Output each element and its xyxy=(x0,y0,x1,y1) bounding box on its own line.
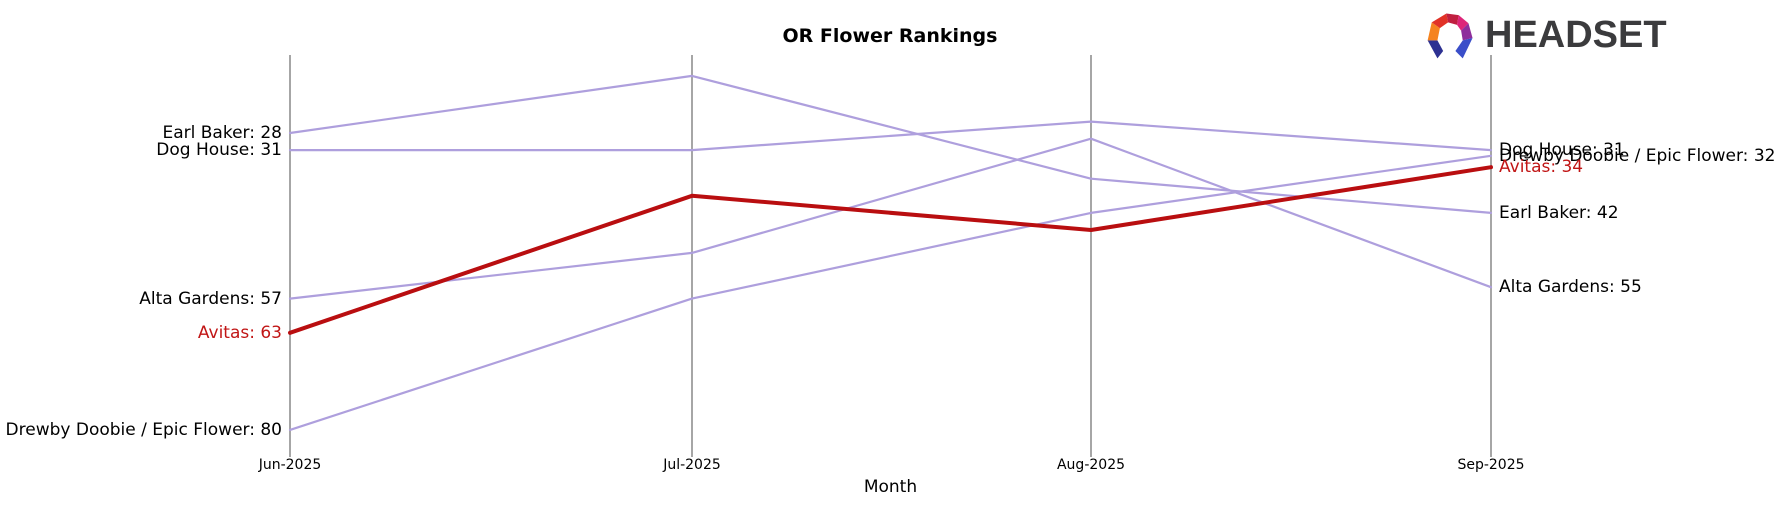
tick-label-Jun-2025: Jun-2025 xyxy=(258,457,322,473)
series-line-dog-house xyxy=(288,120,1493,152)
left-label-drewby-doobie-epic-flower: Drewby Doobie / Epic Flower: 80 xyxy=(5,420,282,440)
tick-label-Jul-2025: Jul-2025 xyxy=(663,457,721,473)
logo-facet-crimson xyxy=(1446,13,1459,25)
right-label-alta-gardens: Alta Gardens: 55 xyxy=(1499,277,1642,297)
chart-title: OR Flower Rankings xyxy=(782,25,998,47)
x-axis-title: Month xyxy=(863,477,918,497)
headset-logo-text: HEADSET xyxy=(1485,14,1667,56)
tick-label-Sep-2025: Sep-2025 xyxy=(1457,457,1525,473)
left-label-dog-house: Dog House: 31 xyxy=(156,140,282,160)
logo-facet-red xyxy=(1431,13,1449,29)
logo-facet-navy xyxy=(1427,40,1444,59)
right-label-avitas: Avitas: 34 xyxy=(1499,157,1584,177)
right-label-earl-baker: Earl Baker: 42 xyxy=(1499,203,1619,223)
right-label-dog-house: Dog House: 31 xyxy=(1499,140,1625,160)
tick-label-Aug-2025: Aug-2025 xyxy=(1056,457,1126,473)
left-label-alta-gardens: Alta Gardens: 57 xyxy=(139,289,282,309)
headset-logo-icon xyxy=(1427,13,1473,59)
right-label-drewby-doobie-epic-flower: Drewby Doobie / Epic Flower: 32 xyxy=(1499,146,1776,166)
logo-facet-purple xyxy=(1461,23,1473,41)
logo-facet-pink xyxy=(1457,15,1469,31)
series-line-drewby-doobie-epic-flower xyxy=(288,154,1493,431)
left-label-earl-baker: Earl Baker: 28 xyxy=(162,123,282,143)
series-line-avitas xyxy=(288,165,1493,335)
series-line-earl-baker xyxy=(288,74,1493,214)
left-label-avitas: Avitas: 63 xyxy=(197,323,282,343)
logo-facet-orange xyxy=(1427,22,1440,41)
logo-facet-blue xyxy=(1455,37,1473,59)
headset-logo: HEADSET xyxy=(1426,11,1667,60)
series-line-alta-gardens xyxy=(288,137,1493,300)
